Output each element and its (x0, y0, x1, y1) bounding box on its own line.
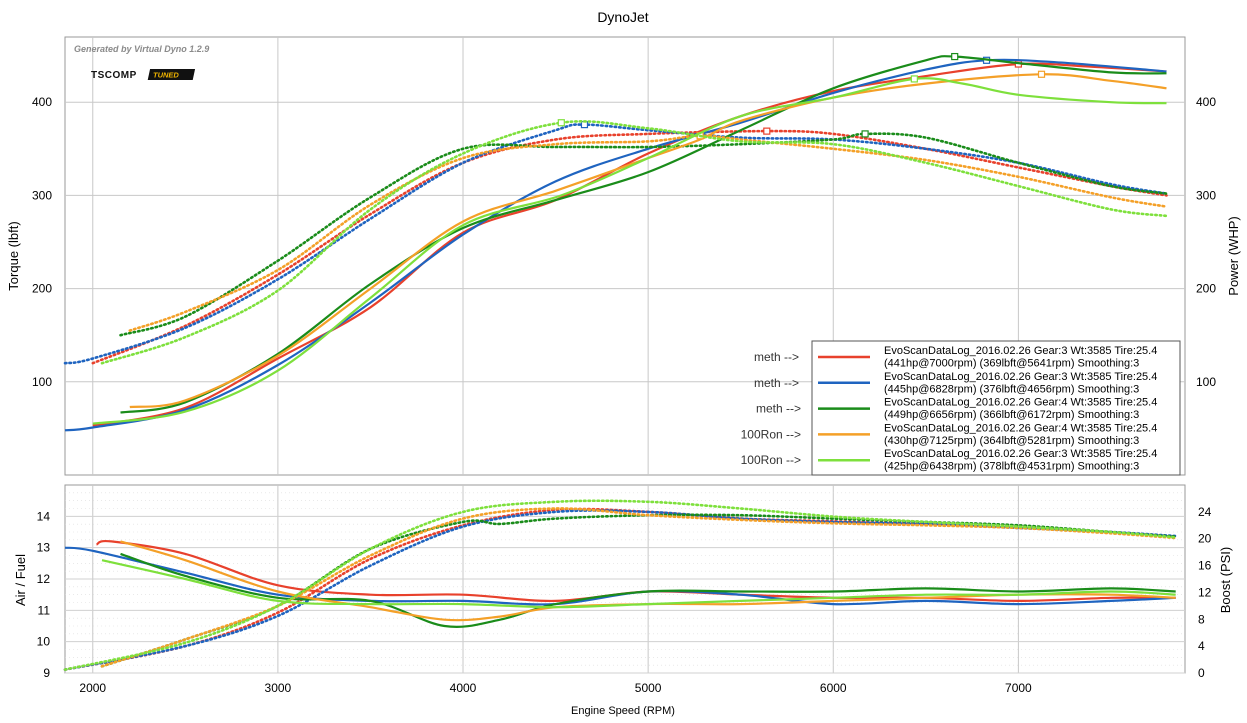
engine-speed-axis-label: Engine Speed (RPM) (571, 705, 675, 717)
legend-tag: meth --> (754, 350, 799, 364)
boost-tick-label: 24 (1198, 505, 1212, 519)
x-tick-label: 4000 (450, 681, 477, 695)
torque-tick-label: 400 (32, 95, 52, 109)
torque-axis-label: Torque (lbft) (6, 221, 21, 290)
legend-line-1: EvoScanDataLog_2016.02.26 Gear:3 Wt:3585… (884, 345, 1157, 357)
afr-tick-label: 9 (43, 666, 50, 680)
power-tick-label: 200 (1196, 282, 1216, 296)
torque-peak-marker (557, 119, 565, 127)
legend-box (811, 340, 1181, 476)
power-line (92, 62, 1167, 427)
afr-tick-label: 10 (37, 635, 51, 649)
legend: EvoScanDataLog_2016.02.26 Gear:3 Wt:3585… (811, 340, 1181, 476)
boost-tick-label: 4 (1198, 639, 1205, 653)
legend-line-2: (441hp@7000rpm) (369lbft@5641rpm) Smooth… (884, 358, 1139, 370)
torque-line (128, 134, 1168, 332)
power-tick-label: 400 (1196, 95, 1216, 109)
series-5 (63, 75, 1177, 671)
afr-line (120, 552, 1176, 628)
boost-tick-label: 20 (1198, 532, 1212, 546)
afr-tick-label: 11 (38, 603, 51, 617)
legend-line-2: (425hp@6438rpm) (378lbft@4531rpm) Smooth… (884, 461, 1139, 473)
power-axis-label: Power (WHP) (1226, 216, 1241, 295)
boost-line (63, 499, 1177, 671)
legend-tag: meth --> (756, 402, 801, 416)
afr-tick-label: 12 (37, 572, 51, 586)
logo-text-left: TSCOMP (91, 70, 137, 81)
afr-axis-label: Air / Fuel (13, 554, 28, 606)
boost-tick-label: 16 (1198, 559, 1212, 573)
logo-text-right: TUNED (153, 71, 179, 80)
legend-entry: EvoScanDataLog_2016.02.26 Gear:4 Wt:3585… (818, 397, 1157, 421)
legend-line-1: EvoScanDataLog_2016.02.26 Gear:4 Wt:3585… (884, 422, 1157, 434)
torque-peak-marker (861, 130, 869, 138)
power-peak-marker (910, 75, 918, 83)
legend-line-1: EvoScanDataLog_2016.02.26 Gear:3 Wt:3585… (884, 448, 1157, 460)
torque-line (119, 132, 1168, 337)
x-tick-label: 5000 (635, 681, 662, 695)
power-line (120, 55, 1167, 414)
x-tick-label: 3000 (265, 681, 292, 695)
legend-entry: EvoScanDataLog_2016.02.26 Gear:4 Wt:3585… (818, 422, 1157, 447)
boost-tick-label: 0 (1198, 666, 1205, 680)
power-tick-label: 300 (1196, 188, 1216, 202)
torque-line (91, 129, 1168, 365)
afr-tick-label: 13 (37, 541, 51, 555)
legend-entry: EvoScanDataLog_2016.02.26 Gear:3 Wt:3585… (818, 371, 1157, 395)
boost-tick-label: 12 (1198, 585, 1212, 599)
legend-entry: EvoScanDataLog_2016.02.26 Gear:3 Wt:3585… (818, 345, 1157, 370)
legend-line-2: (449hp@6656rpm) (366lbft@6172rpm) Smooth… (884, 409, 1139, 421)
torque-line (100, 120, 1168, 365)
legend-tags: meth --> meth --> meth --> 100Ron --> 100Ron… (741, 350, 801, 467)
torque-tick-label: 200 (32, 282, 52, 296)
x-tick-label: 6000 (820, 681, 847, 695)
chart-title: DynoJet (597, 9, 648, 25)
legend-tag: 100Ron --> (741, 453, 801, 467)
torque-tick-label: 300 (32, 188, 52, 202)
power-line (64, 58, 1167, 432)
power-line (129, 73, 1167, 409)
tscomp-logo: TSCOMP TUNED (91, 69, 196, 81)
legend-tag: 100Ron --> (741, 427, 801, 441)
torque-peak-marker (763, 127, 771, 135)
x-tick-label: 2000 (79, 681, 106, 695)
legend-line-2: (430hp@7125rpm) (364lbft@5281rpm) Smooth… (884, 435, 1139, 447)
legend-tag: meth --> (754, 376, 799, 390)
power-peak-marker (951, 52, 959, 61)
power-peak-marker (1037, 70, 1046, 78)
power-line (92, 77, 1167, 425)
torque-tick-label: 100 (32, 375, 52, 389)
logo-badge (147, 69, 196, 80)
generated-by-label: Generated by Virtual Dyno 1.2.9 (74, 44, 209, 54)
boost-tick-label: 8 (1198, 612, 1205, 626)
afr-line (101, 559, 1176, 609)
legend-entry: EvoScanDataLog_2016.02.26 Gear:3 Wt:3585… (818, 448, 1157, 473)
legend-line-1: EvoScanDataLog_2016.02.26 Gear:3 Wt:3585… (884, 371, 1157, 383)
power-tick-label: 100 (1196, 375, 1216, 389)
legend-line-2: (445hp@6828rpm) (376lbft@4656rpm) Smooth… (884, 383, 1139, 395)
boost-axis-label: Boost (PSI) (1218, 547, 1233, 613)
legend-line-1: EvoScanDataLog_2016.02.26 Gear:4 Wt:3585… (884, 397, 1157, 409)
series-lines (63, 52, 1177, 671)
x-tick-label: 7000 (1005, 681, 1032, 695)
afr-tick-label: 14 (37, 509, 51, 523)
afr-line (64, 546, 1176, 606)
